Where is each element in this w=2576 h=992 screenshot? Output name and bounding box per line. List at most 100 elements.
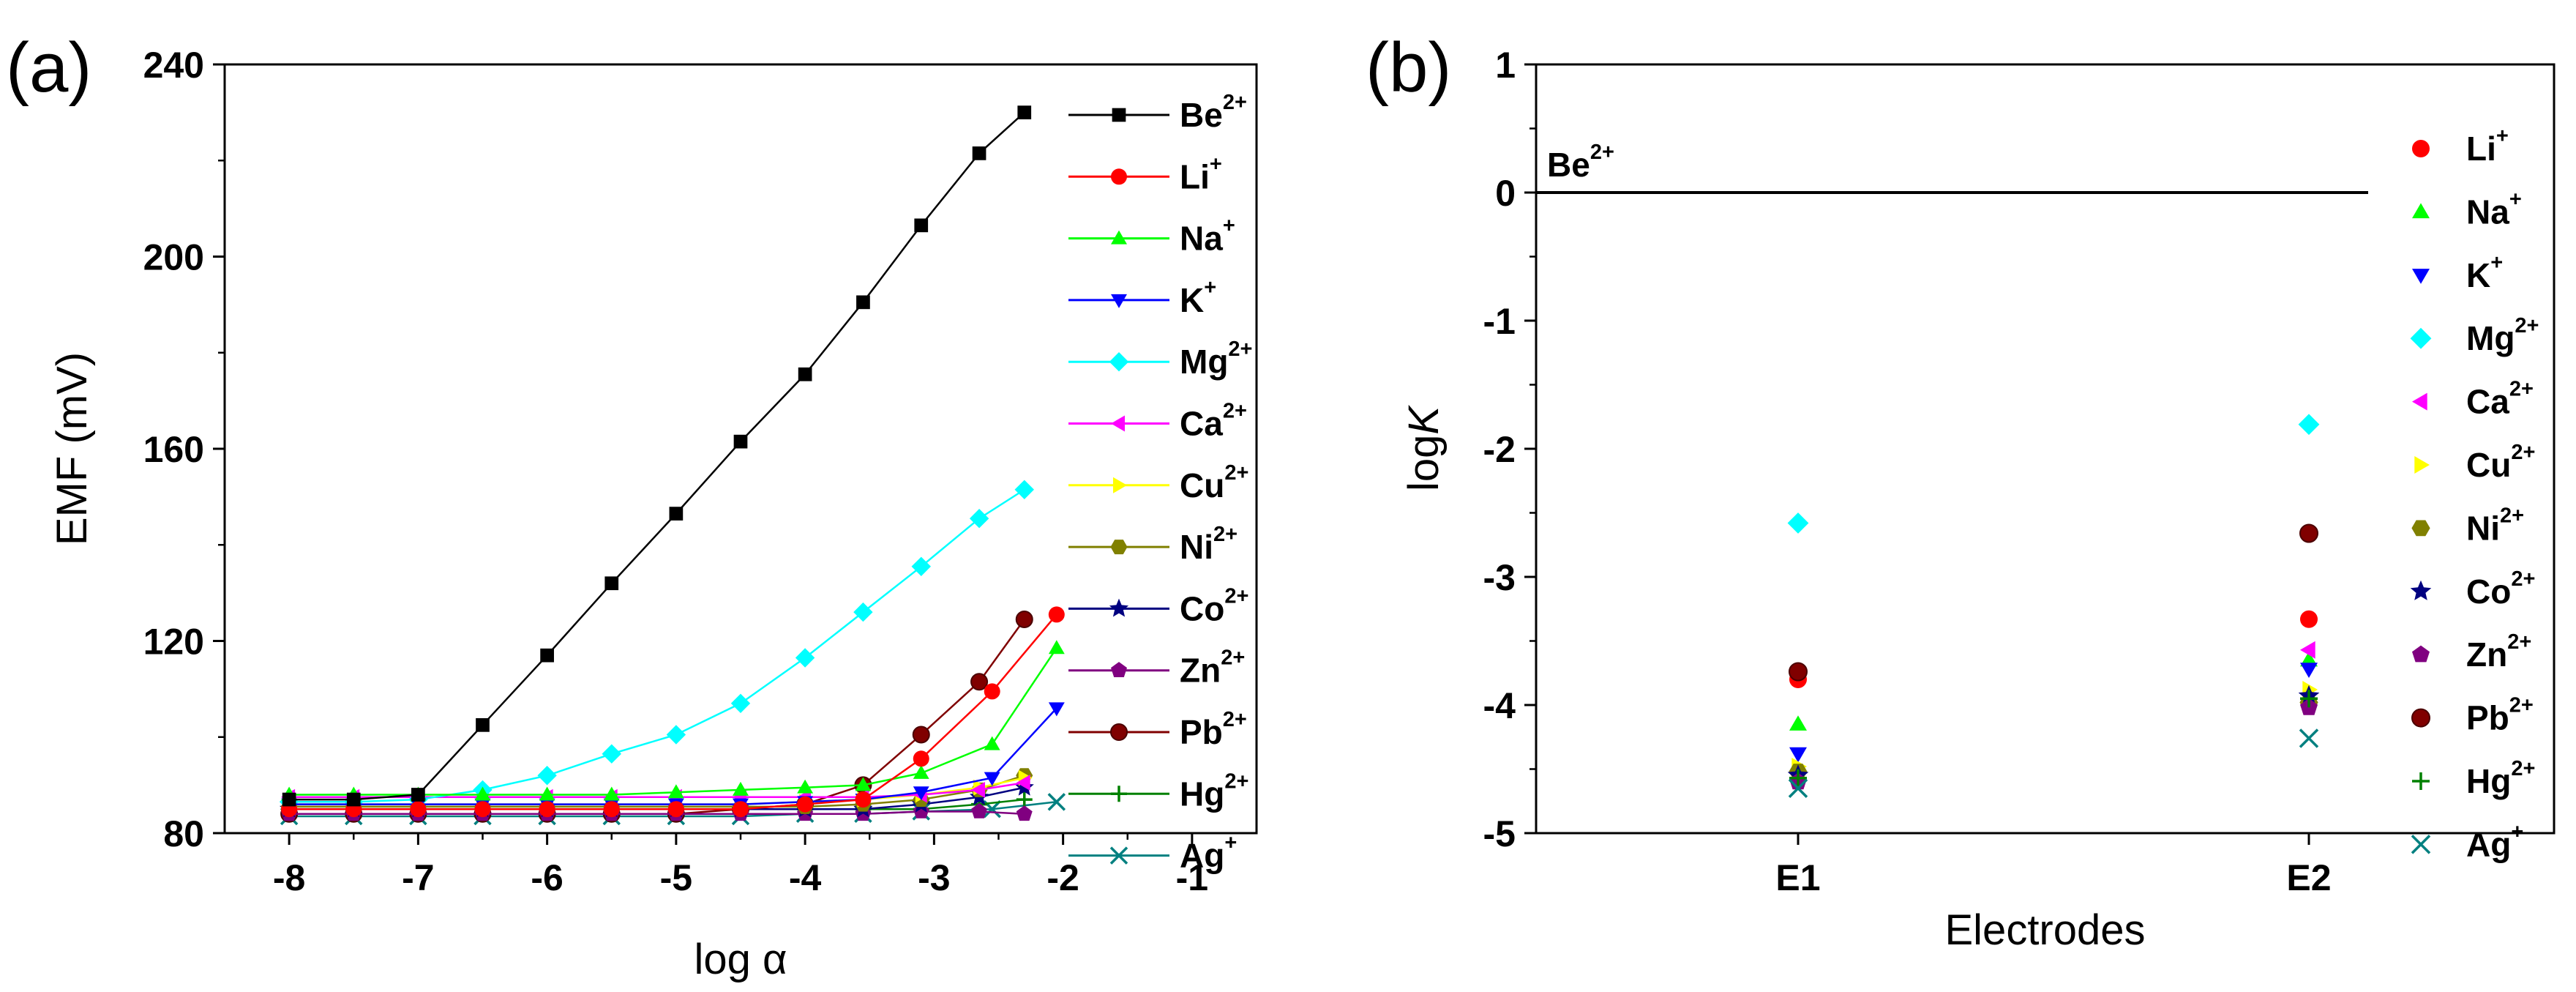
data-point-mg: [1014, 480, 1034, 499]
data-point-mg: [853, 602, 873, 622]
data-point-na: [603, 786, 620, 801]
legend-label-ag-symbol: Ag: [1180, 837, 1224, 875]
legend-label-ca-b-symbol: Ca: [2466, 383, 2509, 421]
series-na-a: [281, 640, 1065, 801]
data-point-be: [798, 367, 812, 381]
data-point-li: [984, 683, 1000, 700]
legend-label-zn-symbol: Zn: [1180, 652, 1221, 690]
data-point-mg: [537, 766, 557, 786]
series-line-pb: [289, 619, 1025, 816]
x-tick-label-a: -4: [789, 857, 822, 898]
legend-label-cu: Cu2+: [1180, 461, 1248, 504]
legend-label-cu-b: Cu2+: [2466, 441, 2535, 484]
panel-b-label: (b): [1366, 29, 1451, 107]
legend-label-na-b-symbol: Na: [2466, 193, 2509, 231]
legend-label-zn: Zn2+: [1180, 646, 1245, 690]
legend-label-zn-b-symbol: Zn: [2466, 635, 2507, 674]
data-point-na: [667, 784, 684, 799]
legend-label-mg-b: Mg2+: [2466, 314, 2539, 357]
legend-label-hg-b: Hg2+: [2466, 757, 2535, 800]
legend-label-hg-charge: 2+: [1224, 769, 1248, 793]
legend-label-na-b-charge: +: [2509, 187, 2522, 211]
x-tick-label-b: E1: [1775, 857, 1820, 898]
data-point-k: [984, 772, 1000, 786]
data-point-pb-e1: [1789, 662, 1808, 682]
legend-label-hg-b-symbol: Hg: [2466, 762, 2511, 800]
legend-marker-ca-b: [2412, 392, 2427, 411]
legend-label-pb-charge: 2+: [1223, 708, 1247, 731]
legend-label-li-b-symbol: Li: [2466, 130, 2496, 168]
legend-marker-ni-b: [2411, 520, 2430, 537]
legend-label-ag: Ag+: [1180, 832, 1237, 875]
plot-area-a: [279, 105, 1066, 826]
data-point-mg: [795, 648, 815, 668]
legend-label-li-b: Li+: [2466, 124, 2509, 168]
y-tick-label-b: -1: [1483, 301, 1516, 342]
data-point-li: [855, 791, 872, 808]
data-point-li: [797, 796, 814, 813]
legend-label-na: Na+: [1180, 215, 1235, 258]
y-tick-label-b: -3: [1483, 557, 1516, 598]
legend-marker-li: [1111, 168, 1127, 185]
legend-marker-hg: [1111, 786, 1127, 802]
x-tick-label-a: -3: [918, 857, 950, 898]
legend-marker-ag: [1109, 846, 1128, 865]
legend-marker-mg: [1109, 352, 1129, 372]
data-point-ag-e1: [1788, 778, 1808, 798]
legend-label-li-charge: +: [1210, 152, 1222, 176]
legend-label-pb-b-charge: 2+: [2509, 694, 2534, 717]
legend-label-ca: Ca2+: [1180, 400, 1247, 443]
data-point-k-e2: [2300, 663, 2318, 678]
legend-label-zn-b-charge: 2+: [2507, 630, 2531, 654]
reference-line-label-symbol: Be: [1547, 146, 1590, 184]
data-point-li: [733, 801, 749, 818]
data-point-ag-e2: [2299, 728, 2319, 748]
legend-label-mg-charge: 2+: [1228, 337, 1252, 361]
legend-label-zn-charge: 2+: [1221, 646, 1245, 670]
data-point-ag: [1047, 793, 1066, 811]
legend-label-k-b-symbol: K: [2466, 256, 2490, 294]
data-point-mg: [666, 725, 686, 745]
legend-marker-na-b: [2412, 203, 2430, 219]
legend-label-pb: Pb2+: [1180, 708, 1247, 751]
legend-label-ca-b: Ca2+: [2466, 378, 2534, 421]
data-point-na: [984, 736, 1000, 750]
legend-marker-li-b: [2412, 140, 2430, 157]
data-point-be: [856, 295, 870, 310]
y-tick-label-a: 160: [143, 429, 204, 470]
data-point-na: [855, 777, 872, 791]
legend-marker-co: [1109, 598, 1129, 617]
legend-label-ca-b-charge: 2+: [2509, 378, 2534, 401]
legend-label-mg: Mg2+: [1180, 337, 1253, 381]
legend-marker-k-b: [2412, 269, 2430, 284]
legend-marker-zn: [1111, 662, 1127, 677]
legend-label-hg-b-charge: 2+: [2511, 757, 2535, 780]
x-tick-label-a: -2: [1046, 857, 1079, 898]
data-point-na: [733, 781, 749, 796]
data-point-be: [346, 792, 361, 807]
legend-label-hg: Hg2+: [1180, 769, 1248, 813]
y-axis-title-b-italic: K: [1400, 405, 1448, 435]
data-point-k-e1: [1789, 747, 1807, 763]
data-point-na: [1048, 640, 1065, 655]
legend-a: Be2+Li+Na+K+Mg2+Ca2+Cu2+Ni2+Co2+Zn2+Pb2+…: [1068, 91, 1253, 875]
x-tick-label-b: E2: [2286, 857, 2331, 898]
legend-marker-na: [1111, 230, 1127, 245]
data-point-pb: [1015, 610, 1033, 628]
legend-marker-be: [1112, 108, 1126, 122]
x-tick-label-a: -7: [402, 857, 434, 898]
data-point-be: [476, 717, 490, 732]
legend-marker-zn-b: [2412, 645, 2430, 663]
y-tick-label-a: 80: [163, 813, 204, 854]
data-point-na-e1: [1789, 715, 1807, 731]
legend-label-cu-charge: 2+: [1224, 461, 1248, 485]
data-point-li: [539, 801, 555, 818]
data-point-pb: [912, 726, 930, 744]
data-point-hg: [1016, 791, 1033, 808]
data-point-na: [474, 786, 491, 801]
data-point-ca-e2: [2300, 641, 2315, 659]
data-point-li: [1048, 606, 1065, 623]
plot-frame-b: [1535, 63, 2556, 835]
data-point-li: [410, 801, 427, 818]
